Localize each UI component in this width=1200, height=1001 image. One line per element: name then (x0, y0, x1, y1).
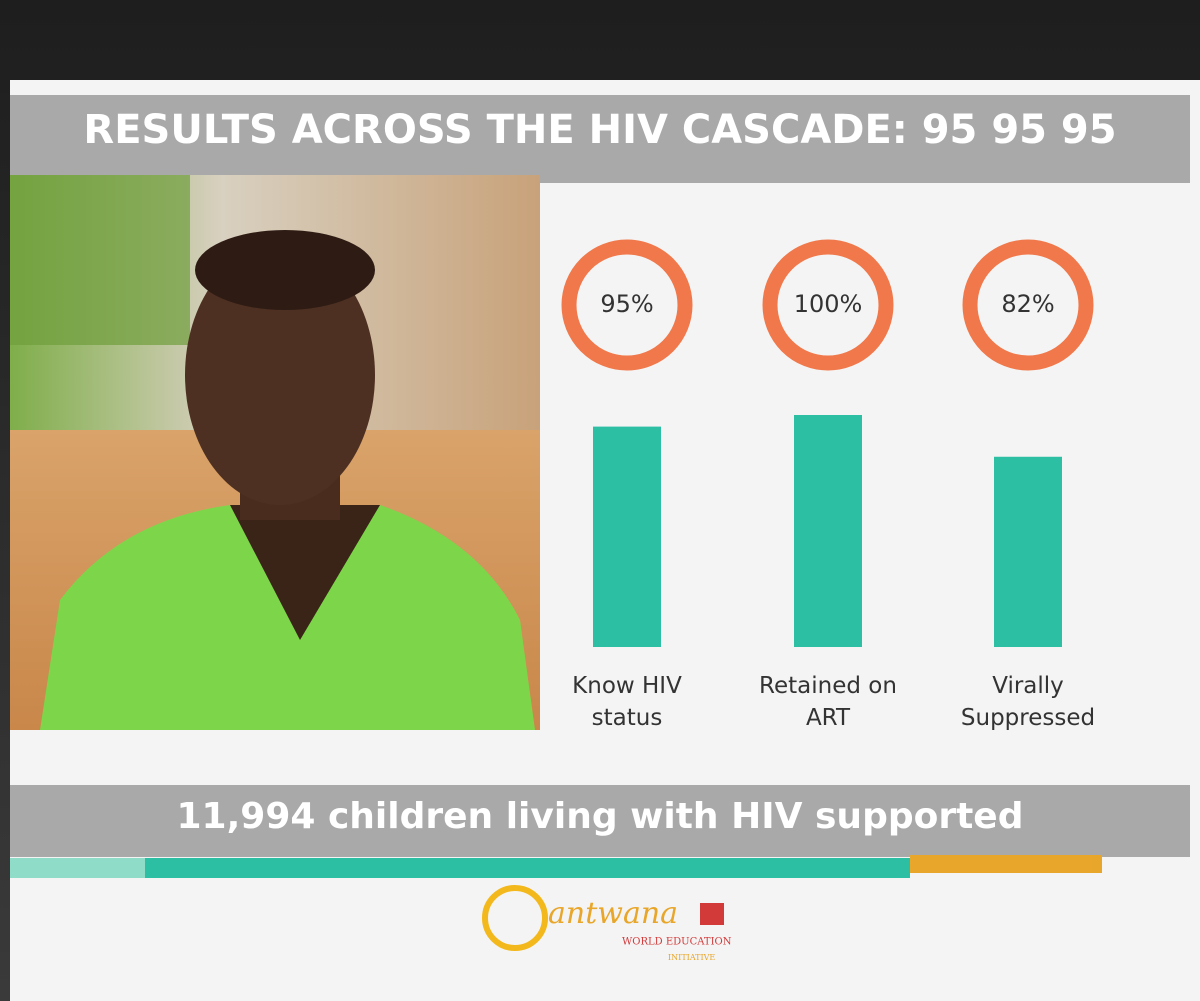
x-tick-label: Know HIV status (572, 673, 682, 731)
stripe (10, 858, 145, 878)
bar (794, 415, 862, 647)
x-tick-label: Virally Suppressed (961, 673, 1095, 731)
logo-line: WORLD EDUCATION (622, 937, 732, 948)
value-label: 95% (600, 290, 653, 318)
chart-title: RESULTS ACROSS THE HIV CASCADE: 95 95 95 (83, 107, 1116, 153)
ring (762, 239, 894, 371)
value-label: 100% (794, 290, 863, 318)
logo-line: INITIATIVE (668, 953, 715, 962)
logo-name: antwana (548, 896, 678, 931)
title-bar (10, 95, 1190, 183)
stripe (145, 858, 910, 878)
ring (962, 239, 1094, 371)
x-tick-label: Retained on ART (759, 673, 897, 731)
footer-bar (10, 785, 1190, 857)
value-label: 82% (1001, 290, 1054, 318)
photo (10, 175, 540, 730)
bar (994, 456, 1062, 647)
footer-text: 11,994 children living with HIV supporte… (177, 796, 1024, 837)
bar (593, 426, 661, 647)
stripe (910, 855, 1102, 873)
logo: antwana WORLD EDUCATION INITIATIVE (482, 885, 732, 962)
ring (561, 239, 693, 371)
